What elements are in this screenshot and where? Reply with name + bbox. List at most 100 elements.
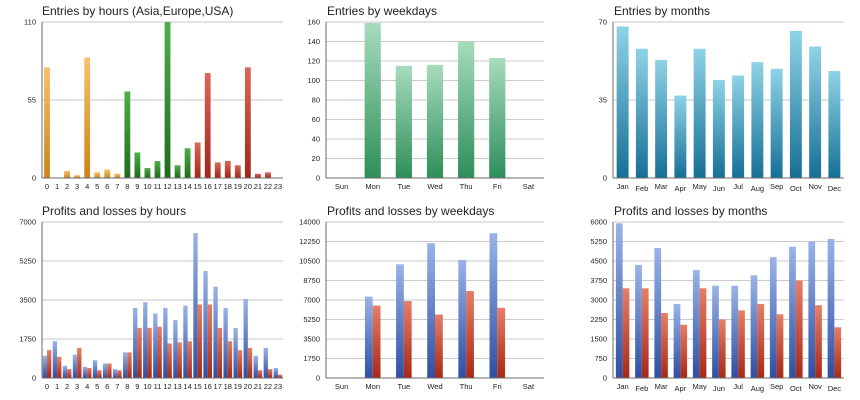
loss-bar (167, 343, 172, 378)
profit-bar (750, 275, 758, 378)
loss-bar (237, 350, 243, 378)
x-tick-label: 12 (163, 182, 171, 191)
bar (426, 64, 444, 178)
x-tick-label: 19 (234, 182, 242, 191)
bar (655, 59, 668, 179)
x-tick-label: Nov (808, 182, 822, 191)
bar (674, 95, 687, 178)
x-tick-label: 4 (85, 182, 89, 191)
profit-bar (769, 257, 777, 378)
profit-bar (112, 369, 118, 378)
bar (732, 75, 745, 178)
x-tick-label: 23 (274, 382, 282, 391)
x-tick-label: Fri (493, 382, 502, 391)
y-tick-label: 60 (312, 115, 320, 124)
y-tick-label: 110 (24, 18, 36, 27)
x-tick-label: 3 (75, 382, 79, 391)
y-tick-label: 0 (316, 374, 320, 383)
x-tick-label: 15 (193, 382, 201, 391)
y-tick-label: 0 (32, 174, 36, 183)
profit-bar (213, 286, 218, 378)
profit-bar (173, 320, 178, 378)
loss-bar (117, 370, 122, 378)
y-tick-label: 12250 (299, 237, 320, 246)
x-tick-label: 7 (115, 382, 119, 391)
y-tick-label: 40 (312, 135, 320, 144)
x-tick-label: Tue (398, 382, 411, 391)
x-tick-label: 14 (183, 382, 191, 391)
bar (489, 58, 506, 179)
profit-bar (243, 298, 248, 378)
x-tick-label: 14 (183, 182, 191, 191)
bar (809, 46, 822, 179)
x-tick-label: Fri (493, 182, 502, 191)
profit-bar (102, 363, 108, 378)
x-tick-label: Jan (617, 382, 629, 391)
loss-bar (87, 367, 92, 378)
profit-bar (789, 246, 796, 378)
y-tick-label: 5250 (19, 257, 36, 266)
loss-bar (718, 319, 726, 378)
profit-bar (396, 264, 404, 378)
x-tick-label: 13 (173, 382, 181, 391)
x-tick-label: 19 (234, 382, 242, 391)
x-tick-label: Aug (751, 184, 764, 193)
x-tick-label: 20 (244, 182, 252, 191)
loss-bar (680, 324, 688, 378)
profit-bar (82, 366, 88, 378)
x-tick-label: Mon (365, 382, 380, 391)
bar (395, 65, 412, 178)
x-tick-label: Aug (751, 384, 764, 393)
profit-bar (62, 365, 68, 378)
profit-bar (183, 305, 188, 378)
y-tick-label: 55 (28, 96, 36, 105)
y-tick-label: 8750 (303, 276, 320, 285)
x-tick-label: Sun (335, 182, 348, 191)
bar (828, 71, 841, 178)
x-tick-label: Oct (790, 384, 803, 393)
y-tick-label: 100 (307, 76, 320, 85)
profits-losses-by-months-chart: Profits and losses by months 0 750 1500 225… (590, 204, 844, 393)
profit-bar (489, 233, 498, 378)
x-tick-label: 5 (95, 182, 99, 191)
bar (94, 172, 101, 178)
loss-bar (622, 288, 630, 378)
y-tick-label: 4500 (590, 257, 607, 266)
x-tick-label: 16 (204, 382, 212, 391)
loss-bar (699, 288, 707, 378)
profit-bar (203, 271, 208, 378)
x-tick-label: 17 (214, 182, 222, 191)
profit-bar (133, 307, 138, 378)
y-tick-label: 1500 (590, 335, 607, 344)
loss-bar (217, 327, 223, 378)
x-tick-label: 2 (65, 182, 69, 191)
y-tick-label: 3000 (590, 296, 607, 305)
x-tick-label: Oct (790, 184, 803, 193)
bar (134, 152, 141, 178)
y-tick-label: 10500 (299, 257, 320, 266)
y-tick-label: 35 (599, 96, 607, 105)
loss-bar (147, 327, 152, 378)
bar (751, 62, 764, 178)
x-tick-label: Dec (828, 184, 842, 193)
x-tick-label: Jun (713, 184, 725, 193)
bar (174, 165, 181, 178)
profit-bar (193, 233, 198, 378)
profit-bar (233, 327, 238, 378)
loss-bar (435, 314, 443, 378)
profit-bar (253, 355, 258, 378)
profits-losses-by-hours-chart: Profits and losses by hours 017503500525… (19, 204, 283, 391)
bar (224, 160, 231, 178)
y-tick-label: 3750 (590, 276, 607, 285)
profit-bar (273, 367, 278, 378)
profit-bar (458, 259, 467, 378)
loss-bar (67, 369, 72, 378)
bar (214, 162, 221, 178)
x-tick-label: Mar (655, 182, 668, 191)
entries-by-hours-chart: Entries by hours (Asia,Europe,USA) 05511… (24, 4, 283, 191)
x-tick-label: May (693, 382, 707, 391)
profit-bar (731, 285, 739, 378)
x-tick-label: Jul (733, 182, 743, 191)
x-tick-label: 23 (274, 182, 282, 191)
profits-losses-by-weekdays-chart: Profits and losses by weekdays 0 1750 3500… (299, 204, 544, 391)
